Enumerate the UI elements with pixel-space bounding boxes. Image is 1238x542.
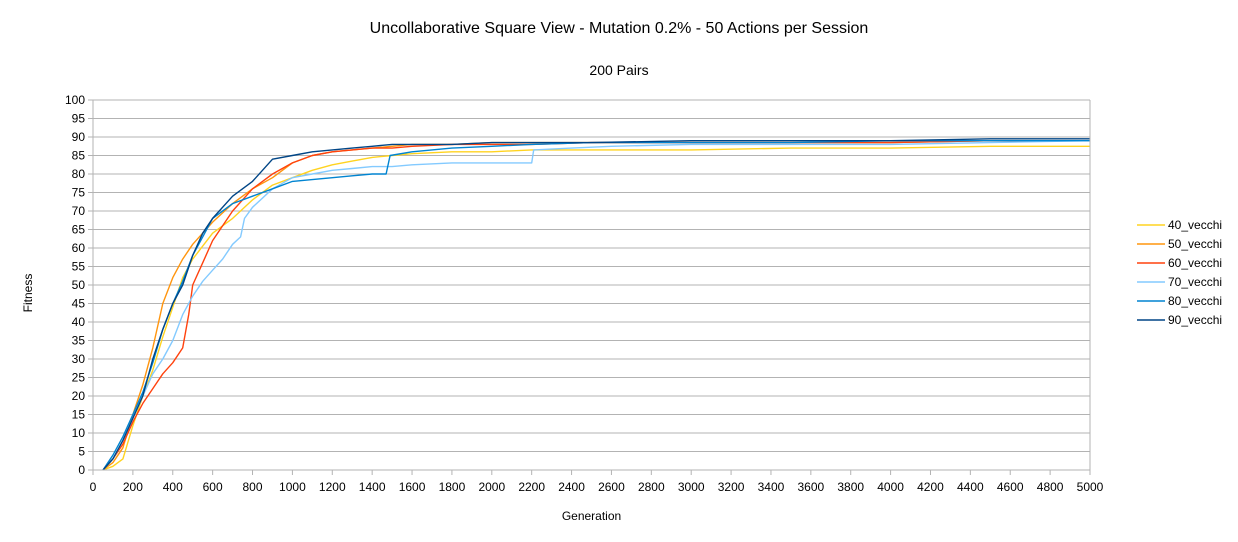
x-tick-label: 3200 [718, 480, 745, 494]
x-tick-label: 1000 [279, 480, 306, 494]
x-tick-label: 800 [243, 480, 263, 494]
x-tick-label: 2400 [558, 480, 585, 494]
legend-label: 70_vecchi [1168, 275, 1222, 289]
y-tick-label: 30 [72, 352, 86, 366]
legend-label: 50_vecchi [1168, 237, 1222, 251]
y-tick-label: 65 [72, 223, 86, 237]
y-tick-label: 20 [72, 389, 86, 403]
series-line-70_vecchi [102, 140, 1091, 471]
x-tick-label: 2600 [598, 480, 625, 494]
y-tick-label: 75 [72, 186, 86, 200]
x-tick-label: 4800 [1037, 480, 1064, 494]
x-axis-label: Generation [562, 509, 621, 523]
x-tick-label: 1600 [399, 480, 426, 494]
x-tick-label: 3600 [797, 480, 824, 494]
series-line-60_vecchi [102, 139, 1090, 471]
y-tick-label: 55 [72, 260, 86, 274]
series-lines [102, 138, 1091, 471]
grid-lines [93, 99, 1090, 471]
x-tick-label: 4000 [877, 480, 904, 494]
x-tick-label: 5000 [1077, 480, 1104, 494]
x-tick-label: 2200 [518, 480, 545, 494]
x-tick-label: 600 [203, 480, 223, 494]
y-tick-label: 40 [72, 315, 86, 329]
chart-subtitle: 200 Pairs [589, 62, 649, 78]
x-tick-label: 4600 [997, 480, 1024, 494]
x-tick-label: 3000 [678, 480, 705, 494]
x-tick-label: 4400 [957, 480, 984, 494]
y-tick-label: 15 [72, 408, 86, 422]
y-tick-label: 50 [72, 278, 86, 292]
y-tick-label: 70 [72, 204, 86, 218]
y-tick-label: 85 [72, 149, 86, 163]
x-tick-label: 2000 [478, 480, 505, 494]
series-line-40_vecchi [102, 145, 1090, 471]
y-tick-label: 95 [72, 112, 86, 126]
y-tick-label: 100 [65, 93, 85, 107]
y-tick-label: 25 [72, 371, 86, 385]
y-tick-label: 35 [72, 334, 86, 348]
y-tick-label: 80 [72, 167, 86, 181]
axes: 0 5 10 15 20 25 30 35 40 45 50 55 60 65 70 75 80 85 90 95 10… [65, 93, 1104, 494]
legend: 40_vecchi 50_vecchi 60_vecchi 70_vecchi 80_v… [1137, 218, 1222, 327]
x-tick-label: 400 [163, 480, 183, 494]
x-tick-label: 1200 [319, 480, 346, 494]
x-tick-label: 200 [123, 480, 143, 494]
y-tick-label: 10 [72, 426, 86, 440]
y-tick-label: 5 [78, 445, 85, 459]
x-tick-label: 1800 [439, 480, 466, 494]
legend-label: 80_vecchi [1168, 294, 1222, 308]
legend-label: 90_vecchi [1168, 313, 1222, 327]
x-tick-label: 1400 [359, 480, 386, 494]
y-tick-label: 60 [72, 241, 86, 255]
x-tick-label: 3800 [837, 480, 864, 494]
legend-label: 60_vecchi [1168, 256, 1222, 270]
y-tick-label: 0 [78, 463, 85, 477]
y-tick-label: 90 [72, 130, 86, 144]
series-line-90_vecchi [102, 138, 1090, 471]
x-tick-label: 0 [90, 480, 97, 494]
legend-label: 40_vecchi [1168, 218, 1222, 232]
x-tick-label: 3400 [758, 480, 785, 494]
x-tick-label: 2800 [638, 480, 665, 494]
y-axis-label: Fitness [21, 274, 35, 313]
y-tick-label: 45 [72, 297, 86, 311]
chart-title: Uncollaborative Square View - Mutation 0… [369, 20, 869, 37]
x-tick-label: 4200 [917, 480, 944, 494]
